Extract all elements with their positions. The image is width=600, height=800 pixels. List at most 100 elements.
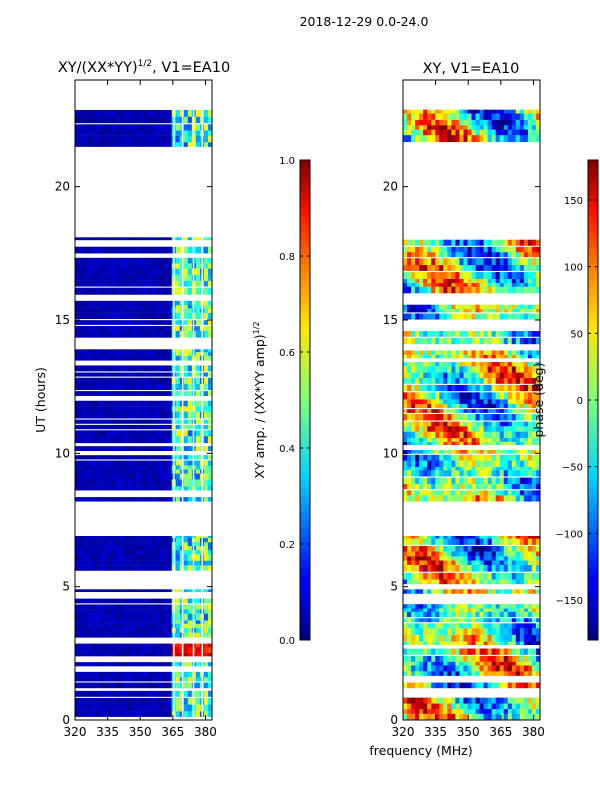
heatmap-cell bbox=[143, 671, 148, 678]
heatmap-cell bbox=[195, 589, 201, 593]
heatmap-cell bbox=[107, 419, 112, 424]
heatmap-cell bbox=[471, 490, 476, 496]
heatmap-cell bbox=[491, 286, 497, 294]
heatmap-cell bbox=[207, 109, 212, 117]
heatmap-cell bbox=[175, 627, 181, 633]
heatmap-cell bbox=[403, 272, 408, 279]
heatmap-cell bbox=[119, 473, 124, 480]
heatmap-cell bbox=[203, 308, 209, 313]
heatmap-cell bbox=[419, 564, 424, 572]
heatmap-cell bbox=[419, 611, 424, 618]
heatmap-cell bbox=[507, 421, 513, 427]
heatmap-cell bbox=[515, 129, 521, 136]
heatmap-cell bbox=[439, 611, 444, 618]
heatmap-cell bbox=[187, 465, 193, 470]
heatmap-cell bbox=[175, 647, 181, 653]
heatmap-cell bbox=[187, 623, 193, 628]
heatmap-cell bbox=[131, 711, 136, 717]
heatmap-cell bbox=[159, 613, 165, 621]
heatmap-cell bbox=[451, 551, 456, 557]
heatmap-cell bbox=[107, 536, 112, 539]
heatmap-cell bbox=[403, 454, 408, 461]
heatmap-cell bbox=[139, 351, 144, 356]
heatmap-cell bbox=[87, 446, 92, 452]
heatmap-cell bbox=[467, 331, 472, 337]
heatmap-cell bbox=[115, 304, 120, 309]
heatmap-cell bbox=[435, 546, 440, 552]
heatmap-cell bbox=[159, 677, 165, 682]
heatmap-cell bbox=[107, 623, 112, 628]
heatmap-cell bbox=[155, 627, 161, 633]
heatmap-cell bbox=[75, 330, 80, 338]
heatmap-cell bbox=[123, 400, 128, 407]
heatmap-cell bbox=[83, 377, 88, 384]
heatmap-cell bbox=[471, 366, 476, 373]
heatmap-cell bbox=[435, 258, 440, 266]
heatmap-cell bbox=[83, 623, 88, 628]
heatmap-cell bbox=[463, 239, 468, 246]
heatmap-cell bbox=[95, 554, 100, 561]
heatmap-cell bbox=[523, 246, 529, 253]
heatmap-cell bbox=[499, 556, 505, 561]
heatmap-cell bbox=[115, 308, 120, 313]
heatmap-cell bbox=[427, 495, 432, 502]
heatmap-cell bbox=[495, 551, 501, 557]
heatmap-cell bbox=[435, 608, 440, 612]
heatmap-cell bbox=[447, 258, 452, 266]
heatmap-cell bbox=[127, 549, 132, 555]
heatmap-cell bbox=[123, 589, 128, 593]
heatmap-cell bbox=[207, 304, 212, 309]
heatmap-cell bbox=[475, 618, 480, 623]
heatmap-cell bbox=[187, 554, 193, 561]
heatmap-cell bbox=[527, 454, 533, 461]
heatmap-cell bbox=[527, 362, 533, 367]
heatmap-cell bbox=[103, 411, 108, 419]
heatmap-cell bbox=[451, 272, 456, 279]
heatmap-cell bbox=[475, 483, 480, 490]
heatmap-cell bbox=[415, 258, 420, 266]
heatmap-cell bbox=[419, 608, 424, 612]
heatmap-cell bbox=[415, 331, 420, 337]
heatmap-cell bbox=[79, 351, 84, 356]
heatmap-cell bbox=[499, 125, 505, 130]
heatmap-cell bbox=[463, 618, 468, 623]
heatmap-cell bbox=[471, 454, 476, 461]
heatmap-cell bbox=[183, 697, 189, 705]
heatmap-cell bbox=[503, 384, 509, 392]
heatmap-cell bbox=[491, 313, 497, 320]
heatmap-cell bbox=[511, 671, 517, 676]
heatmap-cell bbox=[439, 641, 444, 646]
heatmap-cell bbox=[459, 125, 464, 130]
heatmap-cell bbox=[155, 320, 161, 325]
heatmap-cell bbox=[167, 355, 173, 361]
heatmap-cell bbox=[451, 641, 456, 646]
heatmap-cell bbox=[527, 589, 533, 594]
heatmap-cell bbox=[91, 643, 96, 648]
heatmap-cell bbox=[175, 308, 181, 313]
heatmap-cell bbox=[143, 135, 148, 143]
heatmap-cell bbox=[195, 545, 201, 551]
heatmap-cell bbox=[403, 258, 408, 266]
heatmap-cell bbox=[411, 661, 416, 666]
heatmap-cell bbox=[75, 671, 80, 678]
heatmap-cell bbox=[203, 135, 209, 143]
heatmap-cell bbox=[99, 623, 104, 628]
heatmap-cell bbox=[419, 682, 424, 689]
heatmap-cell bbox=[123, 682, 128, 689]
heatmap-cell bbox=[435, 483, 440, 490]
heatmap-cell bbox=[479, 608, 484, 612]
heatmap-cell bbox=[167, 109, 173, 117]
heatmap-cell bbox=[95, 677, 100, 682]
heatmap-cell bbox=[195, 479, 201, 487]
heatmap-cell bbox=[427, 551, 432, 557]
heatmap-cell bbox=[507, 246, 513, 253]
heatmap-cell bbox=[87, 246, 92, 254]
heatmap-cell bbox=[483, 414, 489, 421]
heatmap-cell bbox=[467, 313, 472, 320]
heatmap-cell bbox=[483, 426, 489, 432]
heatmap-cell bbox=[131, 598, 136, 604]
heatmap-cell bbox=[103, 589, 108, 593]
heatmap-cell bbox=[159, 497, 165, 502]
heatmap-cell bbox=[451, 331, 456, 337]
heatmap-cell bbox=[423, 313, 428, 320]
